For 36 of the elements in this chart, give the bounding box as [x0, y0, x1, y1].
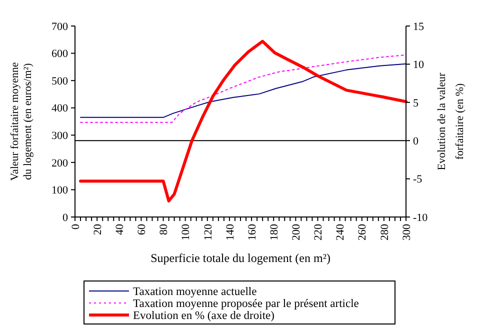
y2-tick-label: 5 [413, 97, 419, 110]
x-tick-label: 240 [334, 224, 347, 240]
y2-tick-label: -10 [413, 212, 428, 224]
y-tick-label: 0 [62, 212, 68, 224]
y-tick-label: 500 [52, 75, 68, 88]
x-tick-label: 180 [268, 224, 280, 240]
x-tick-label: 200 [290, 224, 303, 240]
x-tick-label: 40 [114, 224, 126, 235]
x-tick-label: 220 [312, 224, 325, 240]
y2-axis-title: Evolution de la valeur forfaitaire (en %) [436, 72, 466, 170]
x-tick-label: 160 [246, 224, 258, 240]
y-axis-title: Valeur forfaitaire moyenne du logement (en euros/m²) [9, 62, 34, 181]
legend-label: Evolution en % (axe de droite) [133, 310, 275, 322]
legend-label: Taxation moyenne actuelle [133, 286, 257, 298]
x-tick-label: 140 [224, 224, 236, 240]
y2-tick-label: 0 [413, 135, 419, 148]
y-tick-label: 300 [52, 130, 68, 142]
x-tick-label: 60 [136, 224, 148, 235]
x-tick-label: 120 [202, 224, 214, 240]
x-tick-label: 20 [92, 224, 104, 235]
x-tick-label: 260 [356, 224, 369, 240]
x-tick-label: 0 [70, 224, 82, 230]
y2-tick-label: 10 [413, 59, 424, 72]
y-tick-label: 700 [52, 20, 68, 33]
x-tick-label: 80 [158, 224, 170, 235]
y-tick-label: 400 [52, 102, 68, 115]
y-tick-label: 100 [52, 184, 68, 197]
y-tick-label: 600 [52, 48, 68, 60]
x-tick-label: 300 [400, 224, 413, 240]
x-axis-title: Superficie totale du logement (en m²) [150, 251, 330, 265]
y2-tick-label: 15 [413, 20, 424, 33]
legend-label: Taxation moyenne proposée par le présent article [133, 298, 359, 310]
x-tick-label: 280 [378, 224, 391, 240]
y-tick-label: 200 [52, 157, 68, 170]
y2-tick-label: -5 [413, 174, 423, 186]
x-tick-label: 100 [180, 224, 192, 240]
